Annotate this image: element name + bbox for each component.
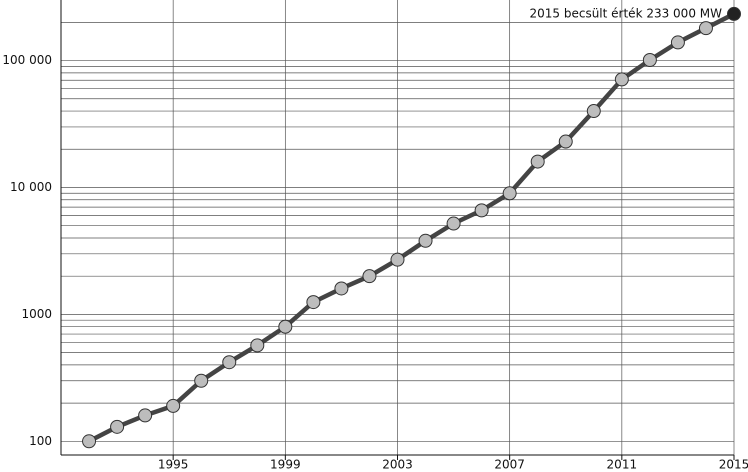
x-tick-label: 1999 — [270, 458, 301, 472]
point — [446, 216, 461, 231]
point — [194, 373, 209, 388]
point — [727, 6, 741, 21]
point — [250, 338, 265, 353]
point — [306, 295, 321, 310]
x-tick-label: 2007 — [494, 458, 525, 472]
point — [278, 319, 293, 334]
y-tick-label: 1000 — [21, 307, 52, 321]
point — [698, 21, 713, 36]
annotation: 2015 becsült érték 233 000 MW — [530, 7, 723, 21]
point — [418, 233, 433, 248]
point — [502, 186, 517, 201]
line — [88, 11, 736, 444]
point — [110, 419, 125, 434]
point — [390, 252, 405, 267]
point — [222, 355, 237, 370]
point — [530, 154, 545, 169]
point — [362, 269, 377, 284]
y-tick-label: 10 000 — [10, 180, 52, 194]
x-tick-label: 2015 — [719, 458, 748, 472]
point — [138, 408, 153, 423]
point — [642, 53, 657, 68]
point — [586, 104, 601, 119]
y-tick-label: 100 — [29, 434, 52, 448]
point — [82, 434, 97, 449]
x-tick-label: 2011 — [607, 458, 638, 472]
x-tick-label: 1995 — [158, 458, 189, 472]
point — [334, 281, 349, 296]
point — [474, 203, 489, 218]
x-tick-label: 2003 — [382, 458, 413, 472]
point — [166, 398, 181, 413]
point — [558, 134, 573, 149]
point — [670, 35, 685, 50]
y-tick-label: 100 000 — [2, 53, 52, 67]
point — [614, 72, 629, 87]
